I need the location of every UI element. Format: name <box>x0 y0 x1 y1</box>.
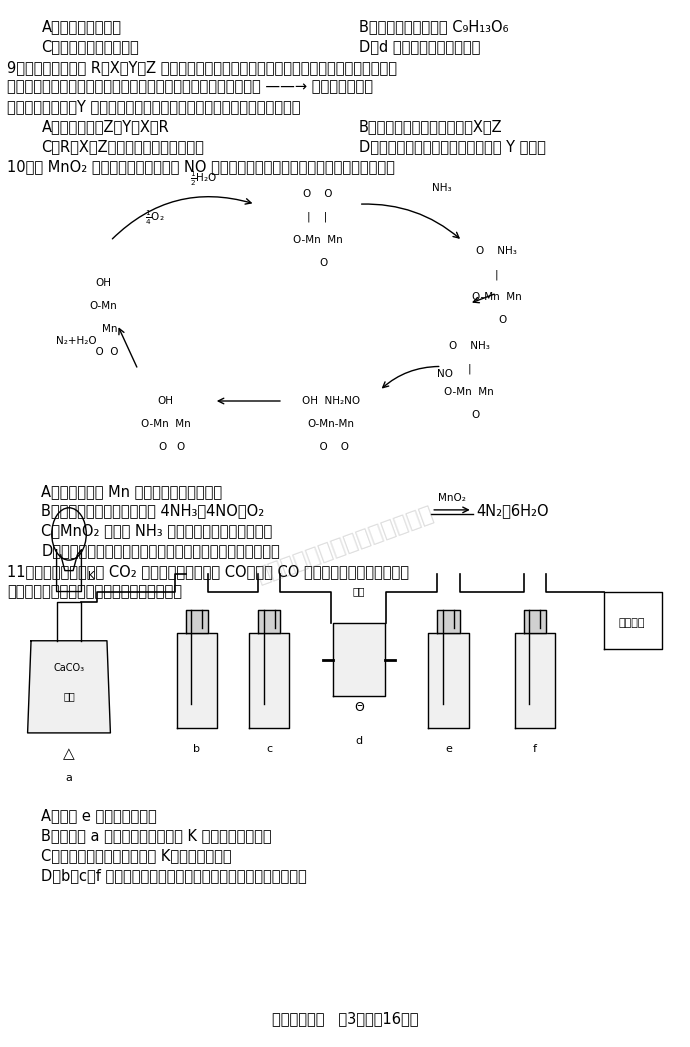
Text: $\frac{1}{4}$O₂: $\frac{1}{4}$O₂ <box>146 208 165 227</box>
Text: B．总反应的方程式可表示为 4NH₃＋4NO＋O₂: B．总反应的方程式可表示为 4NH₃＋4NO＋O₂ <box>41 504 265 518</box>
Text: O    O: O O <box>313 442 349 452</box>
Text: 9．短周期主族元素 R、X、Y、Z 原子序数依次递增，它们中的两种元素可组成化合物甲，另外: 9．短周期主族元素 R、X、Y、Z 原子序数依次递增，它们中的两种元素可组成化合… <box>7 60 397 74</box>
Text: MnO₂: MnO₂ <box>438 492 466 503</box>
Text: （臭鸡蛋气味），Y 原子的电子层数等于最外层电子数。下列说法正确的是: （臭鸡蛋气味），Y 原子的电子层数等于最外层电子数。下列说法正确的是 <box>7 99 300 114</box>
Text: OH: OH <box>157 396 174 406</box>
Text: Mn: Mn <box>89 324 118 334</box>
Text: OH  NH₂NO: OH NH₂NO <box>302 396 360 406</box>
Text: b: b <box>193 744 200 755</box>
Text: CaCO₃: CaCO₃ <box>53 663 85 673</box>
Polygon shape <box>428 633 469 728</box>
Text: O-Mn  Mn: O-Mn Mn <box>293 235 342 245</box>
Text: A．原子半径：Z＞Y＞X＞R: A．原子半径：Z＞Y＞X＞R <box>41 119 169 134</box>
Polygon shape <box>28 641 110 733</box>
Text: O-Mn  Mn: O-Mn Mn <box>444 386 494 397</box>
Text: O-Mn: O-Mn <box>90 300 117 311</box>
Text: e: e <box>445 744 452 755</box>
Text: 固体，实验装置如图所示。下列叙述正确的是: 固体，实验装置如图所示。下列叙述正确的是 <box>7 584 182 599</box>
Text: $\frac{1}{2}$H₂O: $\frac{1}{2}$H₂O <box>190 170 217 188</box>
Text: △: △ <box>63 747 75 761</box>
Text: O   O: O O <box>146 442 185 452</box>
Text: O    NH₃: O NH₃ <box>448 340 490 351</box>
Text: 锤粉: 锤粉 <box>353 586 365 597</box>
Polygon shape <box>177 633 217 728</box>
Text: a: a <box>66 773 72 783</box>
Text: A．反应过程中 Mn 的化合价没有发生变化: A．反应过程中 Mn 的化合价没有发生变化 <box>41 484 222 498</box>
Text: d: d <box>355 736 362 747</box>
Text: O  O: O O <box>89 347 118 357</box>
Text: O-Mn  Mn: O-Mn Mn <box>472 292 522 303</box>
Text: D．b、c、f 中的试剂依次为饱和碳酸钠溶液、浓硫酸、银氨溶液: D．b、c、f 中的试剂依次为饱和碳酸钠溶液、浓硫酸、银氨溶液 <box>41 868 307 883</box>
Text: A．三醋精属于油脂: A．三醋精属于油脂 <box>41 19 121 34</box>
Text: C．R、X、Z只能组成一种共价化合物: C．R、X、Z只能组成一种共价化合物 <box>41 139 204 154</box>
Text: O: O <box>307 258 328 268</box>
Text: C．该反应属于加成反应: C．该反应属于加成反应 <box>41 39 139 53</box>
Polygon shape <box>333 623 385 696</box>
Text: D．d 的同分异构体不止一种: D．d 的同分异构体不止一种 <box>359 39 480 53</box>
Text: 10．用 MnO₂ 作催化剂，氨还原脱除 NO 的一种反应机理示意图如下。下列说法错误的是: 10．用 MnO₂ 作催化剂，氨还原脱除 NO 的一种反应机理示意图如下。下列说… <box>7 159 395 174</box>
Polygon shape <box>186 610 208 633</box>
Text: O-Mn-Mn: O-Mn-Mn <box>308 419 355 429</box>
Text: D．工业上，电解熔融的氯化物制备 Y 的单质: D．工业上，电解熔融的氯化物制备 Y 的单质 <box>359 139 546 154</box>
Text: c: c <box>266 744 272 755</box>
Text: NH₃: NH₃ <box>432 183 451 194</box>
Text: 4N₂＋6H₂O: 4N₂＋6H₂O <box>476 504 549 518</box>
Polygon shape <box>515 633 555 728</box>
Text: |    |: | | <box>307 211 328 222</box>
Text: B．根据图 a 的现象判断此时活塞 K 一定处于关闭状态: B．根据图 a 的现象判断此时活塞 K 一定处于关闭状态 <box>41 828 272 843</box>
Polygon shape <box>249 633 289 728</box>
Text: N₂+H₂O: N₂+H₂O <box>56 336 96 347</box>
Text: O: O <box>459 409 480 420</box>
Text: O    NH₃: O NH₃ <box>476 246 518 257</box>
Polygon shape <box>524 610 546 633</box>
Text: |: | <box>495 269 499 280</box>
Text: OH: OH <box>95 277 112 288</box>
Text: O-Mn  Mn: O-Mn Mn <box>141 419 190 429</box>
Text: 高三理科综合   第3页（共16页）: 高三理科综合 第3页（共16页） <box>272 1011 418 1026</box>
Text: |: | <box>467 363 471 374</box>
Text: C．实验结束时，先关闭活塞 K，再熄灭酒精灯: C．实验结束时，先关闭活塞 K，再熄灭酒精灯 <box>41 848 232 863</box>
Text: NO: NO <box>437 369 453 379</box>
Text: C．MnO₂ 能结合 NH₃ 的原因是两者形成了配位键: C．MnO₂ 能结合 NH₃ 的原因是两者形成了配位键 <box>41 524 273 538</box>
Text: 盐酸: 盐酸 <box>63 691 75 701</box>
Text: B．气态氢化物的热稳定性：X＞Z: B．气态氢化物的热稳定性：X＞Z <box>359 119 502 134</box>
Text: O: O <box>486 315 507 326</box>
Text: 11．某学习小组拟探究 CO₂ 和锌粒反应是否生成 CO，已知 CO 能与银氨溶液反应产生黑色: 11．某学习小组拟探究 CO₂ 和锌粒反应是否生成 CO，已知 CO 能与银氨溶… <box>7 564 409 579</box>
Text: 尾气处理: 尾气处理 <box>618 618 644 628</box>
Polygon shape <box>258 610 280 633</box>
Text: K: K <box>88 571 95 581</box>
Polygon shape <box>437 610 460 633</box>
Text: 微信搜索小程序「高三最新卷」: 微信搜索小程序「高三最新卷」 <box>254 503 436 586</box>
Text: Θ: Θ <box>354 701 364 714</box>
Text: A．装置 e 能起防倒吸作用: A．装置 e 能起防倒吸作用 <box>41 808 157 823</box>
Text: f: f <box>533 744 537 755</box>
Text: O    O: O O <box>303 188 332 199</box>
Text: B．三醋精的分子式为 C₉H₁₃O₆: B．三醋精的分子式为 C₉H₁₃O₆ <box>359 19 509 34</box>
Text: D．反应过程中存在极性共价键和非极性共价键的断裂和形成: D．反应过程中存在极性共价键和非极性共价键的断裂和形成 <box>41 543 280 558</box>
Text: 两种元素可组成化合物乙。常温下，甲为液态，乙为固态。甲＋乙 ——→ 白色沉淀＋气体: 两种元素可组成化合物乙。常温下，甲为液态，乙为固态。甲＋乙 ——→ 白色沉淀＋气… <box>7 80 373 94</box>
